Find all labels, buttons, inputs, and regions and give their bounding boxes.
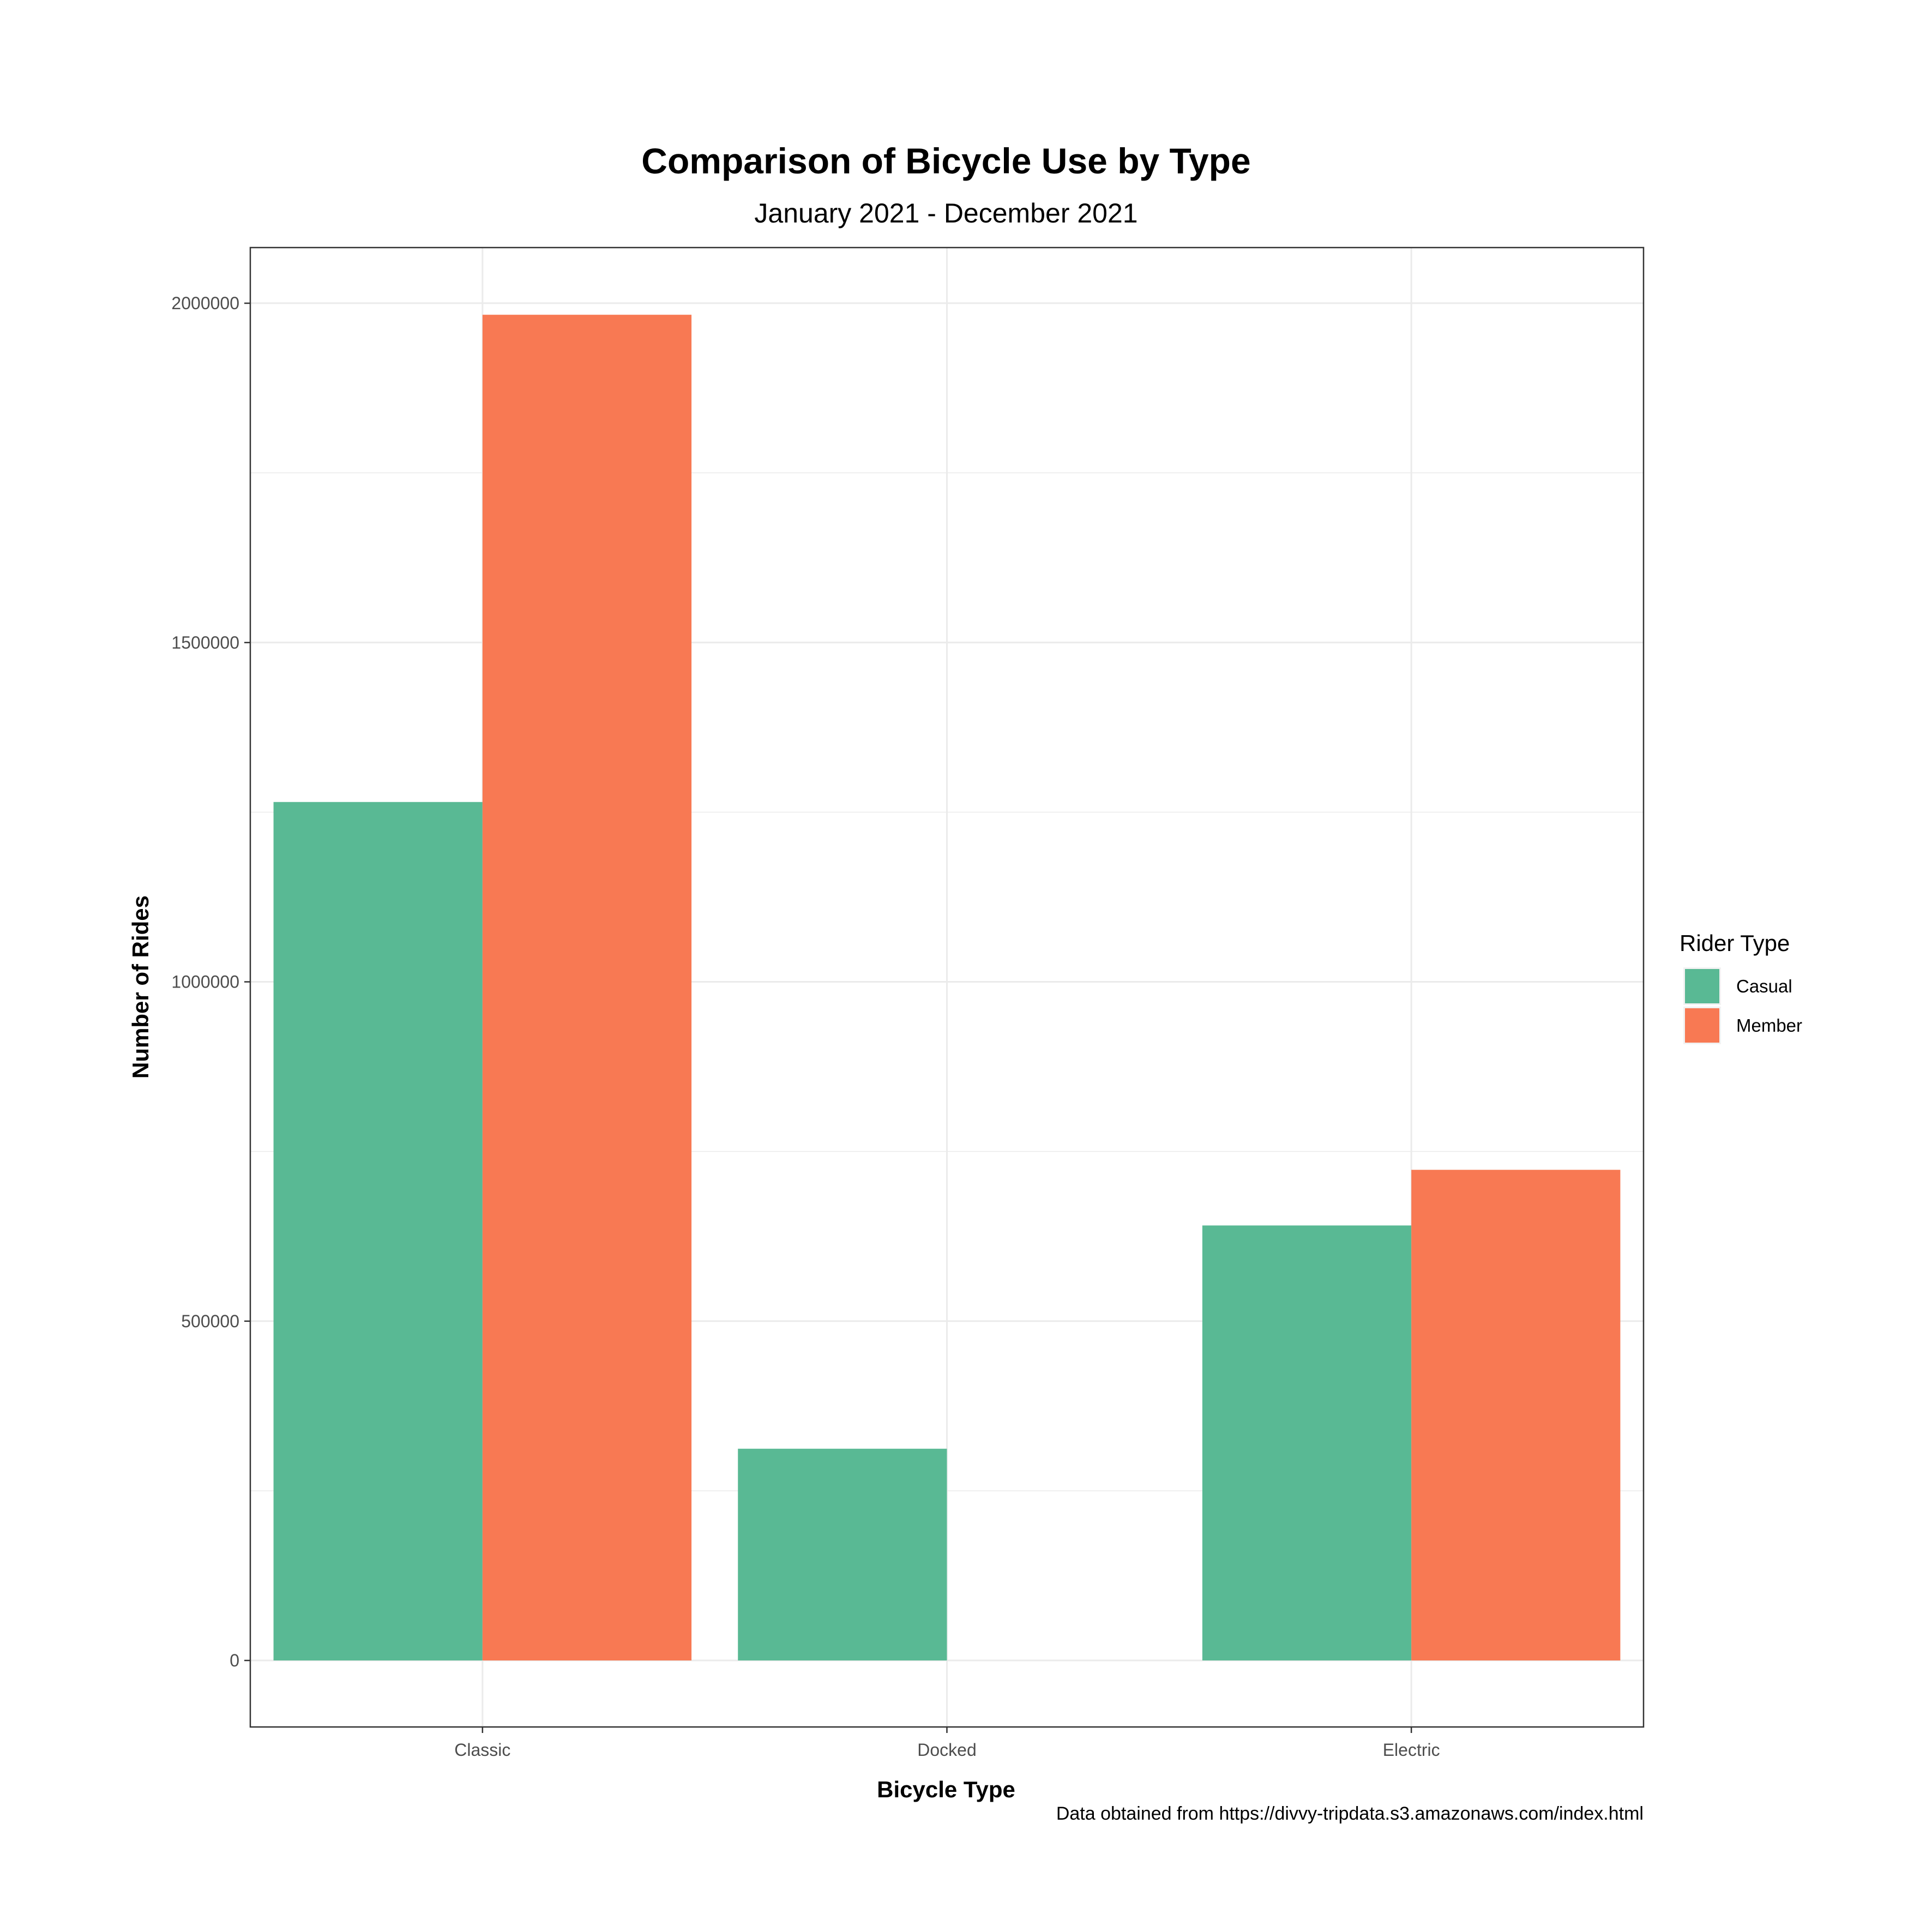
x-axis: Classic Docked Electric <box>454 1727 1440 1760</box>
legend: Rider Type Casual Member <box>1680 930 1802 1044</box>
legend-label-member: Member <box>1736 1015 1802 1036</box>
y-axis-title: Number of Rides <box>128 895 153 1079</box>
x-tick-label: Docked <box>917 1740 977 1760</box>
chart-title: Comparison of Bicycle Use by Type <box>641 141 1250 181</box>
bar-electric-casual <box>1202 1225 1412 1661</box>
bar-docked-casual <box>738 1448 947 1661</box>
data-source-caption: Data obtained from https://divvy-tripdat… <box>1056 1803 1644 1824</box>
legend-title: Rider Type <box>1680 930 1790 956</box>
y-axis: 0 500000 1000000 1500000 2000000 <box>171 293 250 1670</box>
bar-classic-member <box>482 315 692 1661</box>
y-tick-label: 500000 <box>181 1311 239 1331</box>
bars <box>273 315 1621 1661</box>
legend-label-casual: Casual <box>1736 976 1792 996</box>
x-tick-label: Classic <box>454 1740 510 1760</box>
y-tick-label: 0 <box>230 1651 239 1670</box>
bar-classic-casual <box>273 802 483 1661</box>
y-tick-label: 1000000 <box>171 972 239 992</box>
x-axis-title: Bicycle Type <box>877 1777 1015 1802</box>
chart-subtitle: January 2021 - December 2021 <box>754 198 1137 228</box>
y-tick-label: 2000000 <box>171 293 239 313</box>
plot-panel <box>249 246 1645 1728</box>
bar-electric-member <box>1411 1170 1621 1661</box>
y-tick-label: 1500000 <box>171 633 239 652</box>
legend-swatch-casual <box>1685 969 1719 1003</box>
legend-swatch-member <box>1685 1008 1719 1043</box>
x-tick-label: Electric <box>1383 1740 1440 1760</box>
legend-items: Casual Member <box>1683 967 1802 1044</box>
